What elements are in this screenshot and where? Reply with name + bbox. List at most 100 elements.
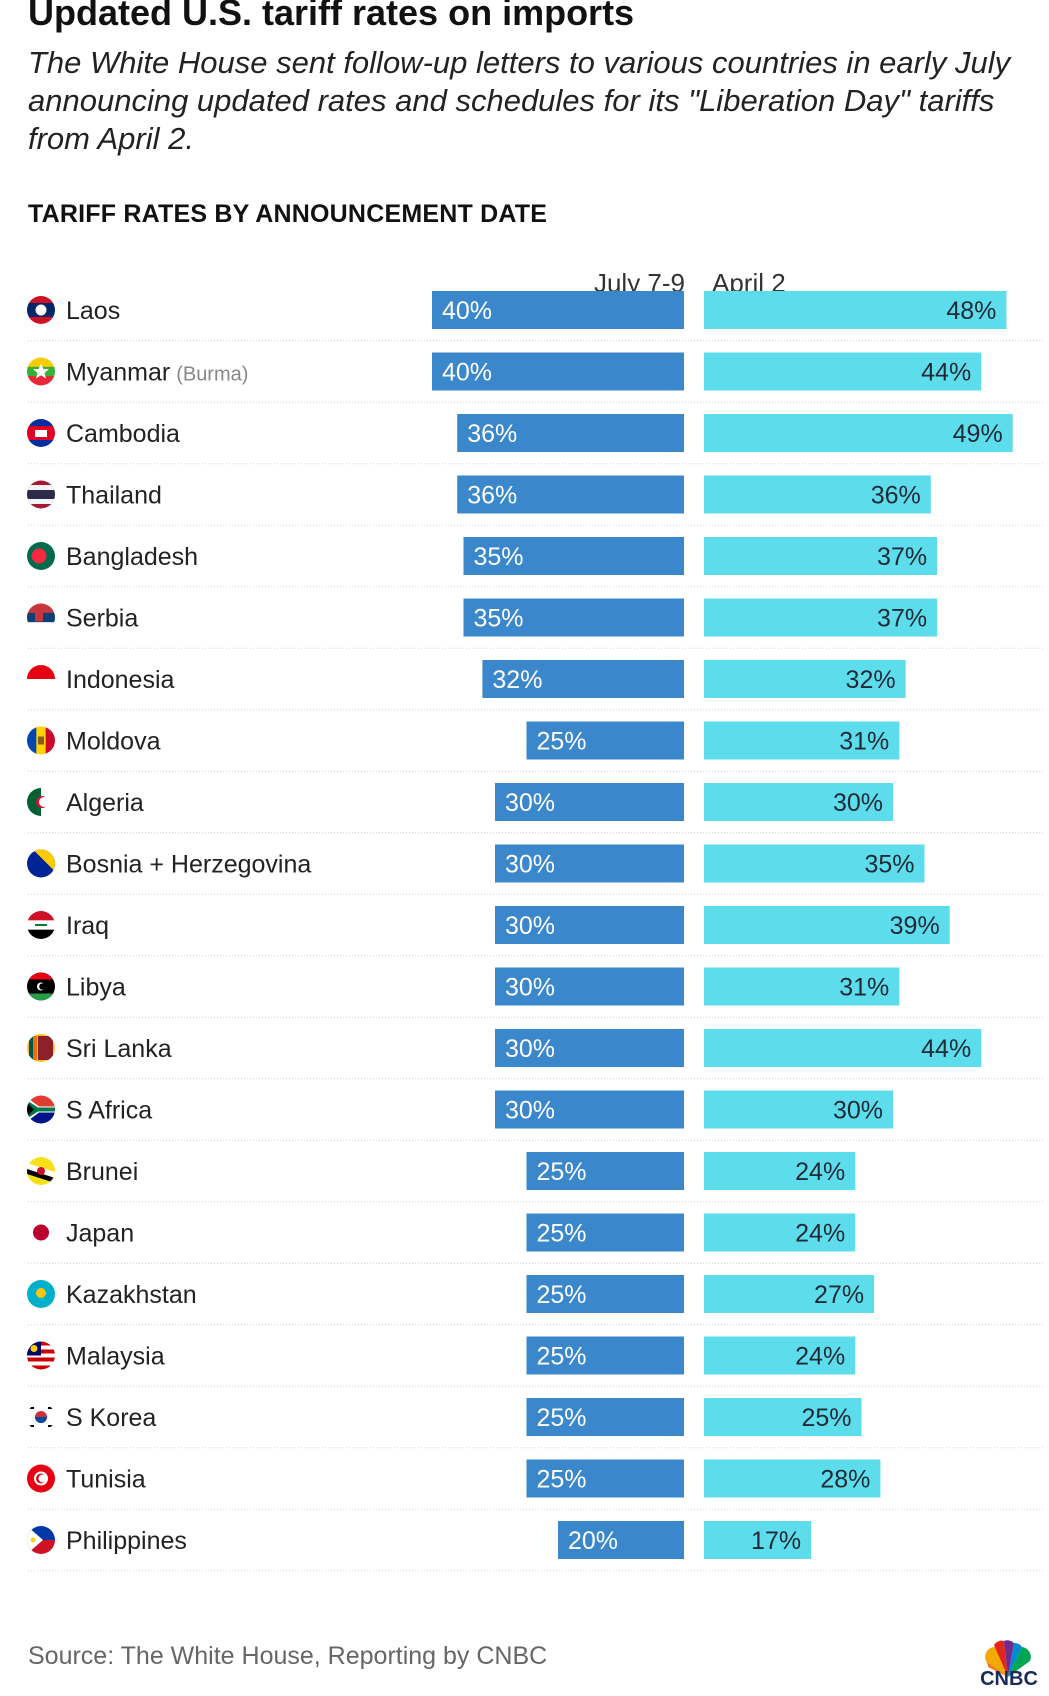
- bar-july: [526, 1398, 684, 1436]
- country-label: Algeria: [66, 789, 144, 817]
- value-label-april: 17%: [751, 1527, 801, 1555]
- philippines-flag-icon: [27, 1526, 55, 1554]
- country-label: Iraq: [66, 912, 109, 940]
- value-label-july: 25%: [537, 1158, 587, 1186]
- cnbc-logo-text: CNBC: [980, 1668, 1038, 1690]
- value-label-july: 32%: [492, 666, 542, 694]
- value-label-july: 35%: [474, 543, 524, 571]
- algeria-flag-icon: [27, 788, 55, 816]
- bar-april: [704, 537, 938, 575]
- bar-july: [495, 783, 684, 821]
- value-label-april: 24%: [795, 1158, 845, 1186]
- bar-april: [704, 1213, 856, 1252]
- country-label: Brunei: [66, 1158, 138, 1186]
- value-label-july: 30%: [505, 1097, 555, 1125]
- tunisia-flag-icon: [27, 1464, 55, 1493]
- bar-july: [495, 1090, 684, 1129]
- bar-april: [704, 475, 931, 514]
- bar-july: [457, 414, 684, 452]
- country-label: Kazakhstan: [66, 1281, 197, 1309]
- country-label: Thailand: [66, 482, 162, 510]
- bar-april: [704, 1090, 893, 1129]
- south-korea-flag-icon: [27, 1403, 55, 1431]
- value-label-july: 30%: [505, 974, 555, 1002]
- thailand-flag-icon: [27, 480, 55, 509]
- country-label: Malaysia: [66, 1343, 165, 1371]
- bar-april: [704, 352, 982, 391]
- value-label-april: 49%: [953, 420, 1003, 448]
- value-label-july: 36%: [467, 482, 517, 510]
- value-label-april: 35%: [864, 851, 914, 879]
- bar-april: [704, 660, 906, 698]
- value-label-july: 25%: [537, 1281, 587, 1309]
- country-label: Bosnia + Herzegovina: [66, 851, 311, 879]
- value-label-april: 32%: [846, 666, 896, 694]
- south-africa-flag-icon: [27, 1095, 55, 1124]
- country-label: Sri Lanka: [66, 1035, 172, 1063]
- value-label-july: 35%: [474, 605, 524, 633]
- bar-july: [463, 598, 684, 637]
- value-label-april: 48%: [946, 297, 996, 325]
- bar-april: [704, 721, 900, 760]
- malaysia-flag-icon: [27, 1341, 55, 1370]
- value-label-april: 30%: [833, 1097, 883, 1125]
- bar-april: [704, 967, 900, 1006]
- value-label-april: 27%: [814, 1281, 864, 1309]
- bar-july: [526, 1336, 684, 1375]
- country-label: S Africa: [66, 1097, 152, 1125]
- value-label-april: 31%: [839, 728, 889, 756]
- brunei-flag-icon: [27, 1157, 55, 1185]
- country-label: Philippines: [66, 1527, 187, 1555]
- indonesia-flag-icon: [27, 665, 55, 693]
- value-label-july: 25%: [537, 1404, 587, 1432]
- bar-july: [463, 537, 684, 575]
- bar-april: [704, 1398, 862, 1436]
- value-label-april: 37%: [877, 605, 927, 633]
- value-label-april: 30%: [833, 789, 883, 817]
- value-label-july: 40%: [442, 359, 492, 387]
- value-label-july: 30%: [505, 851, 555, 879]
- country-label: Cambodia: [66, 420, 180, 448]
- laos-flag-icon: [27, 296, 55, 324]
- bar-april: [704, 906, 950, 944]
- bar-july: [526, 1213, 684, 1252]
- country-label: Libya: [66, 974, 126, 1002]
- country-label: Myanmar (Burma): [66, 359, 248, 387]
- chart-title: Updated U.S. tariff rates on imports: [28, 0, 635, 33]
- bar-july: [495, 1029, 684, 1067]
- section-heading: TARIFF RATES BY ANNOUNCEMENT DATE: [28, 200, 548, 228]
- chart-subtitle: The White House sent follow-up letters t…: [28, 45, 1011, 156]
- bar-april: [704, 844, 925, 883]
- bangladesh-flag-icon: [27, 542, 55, 570]
- country-label: Indonesia: [66, 666, 175, 694]
- bar-april: [704, 1029, 982, 1067]
- value-label-july: 30%: [505, 912, 555, 940]
- source-note: Source: The White House, Reporting by CN…: [28, 1642, 548, 1670]
- bar-april: [704, 783, 893, 821]
- country-label: Japan: [66, 1220, 134, 1248]
- value-label-july: 25%: [537, 1466, 587, 1494]
- value-label-july: 25%: [537, 1220, 587, 1248]
- serbia-flag-icon: [27, 603, 55, 632]
- bar-april: [704, 598, 938, 637]
- bar-july: [526, 1459, 684, 1498]
- bar-july: [457, 475, 684, 514]
- japan-flag-icon: [27, 1218, 55, 1247]
- cnbc-peacock-logo: [985, 1640, 1031, 1677]
- bar-april: [704, 1459, 881, 1498]
- value-label-april: 39%: [890, 912, 940, 940]
- iraq-flag-icon: [27, 911, 55, 939]
- bar-july: [432, 352, 684, 391]
- value-label-july: 30%: [505, 789, 555, 817]
- bar-july: [526, 1152, 684, 1190]
- value-label-july: 40%: [442, 297, 492, 325]
- value-label-april: 36%: [871, 482, 921, 510]
- myanmar-flag-icon: [27, 357, 55, 386]
- bar-july: [495, 906, 684, 944]
- bar-july: [495, 967, 684, 1006]
- value-label-july: 25%: [537, 728, 587, 756]
- libya-flag-icon: [27, 972, 55, 1001]
- value-label-april: 44%: [921, 359, 971, 387]
- value-label-april: 24%: [795, 1220, 845, 1248]
- value-label-april: 24%: [795, 1343, 845, 1371]
